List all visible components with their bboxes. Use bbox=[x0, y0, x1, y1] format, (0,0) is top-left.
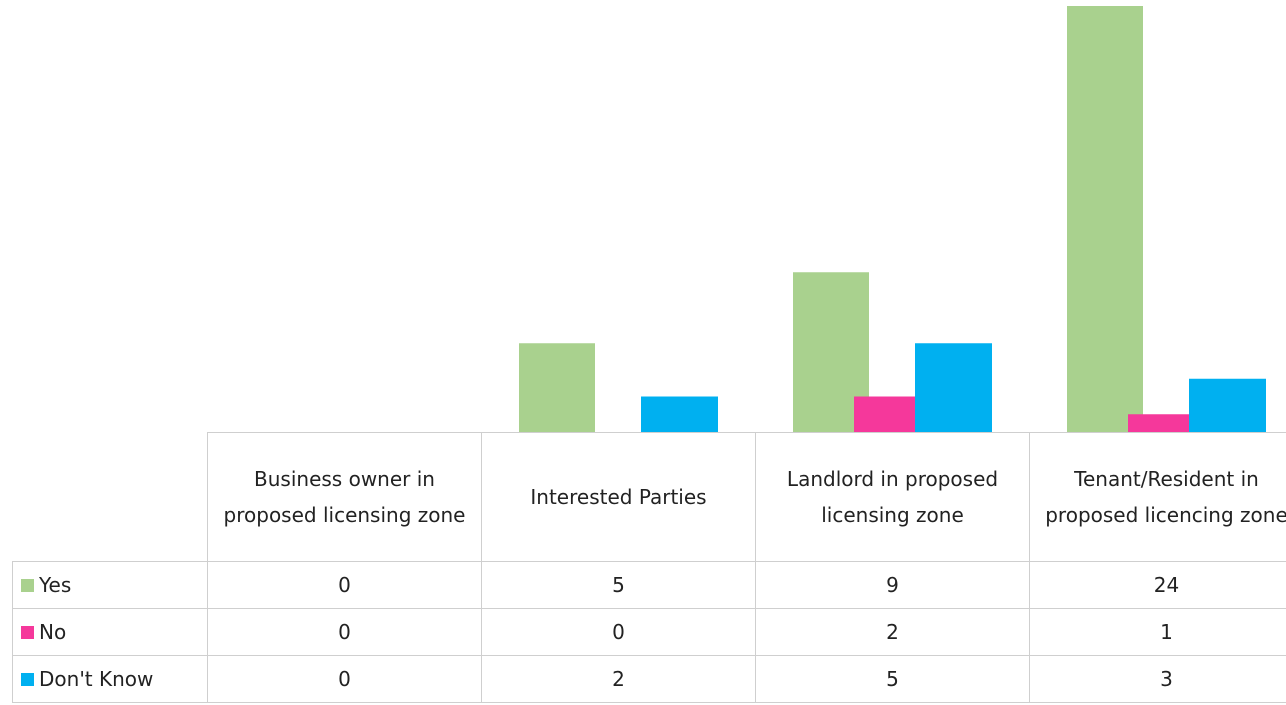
legend-entry: Yes bbox=[12, 561, 208, 609]
table-value: 0 bbox=[207, 655, 482, 703]
bar bbox=[641, 396, 718, 432]
bar bbox=[1067, 6, 1143, 432]
bar bbox=[854, 396, 915, 432]
table-value: 5 bbox=[755, 655, 1030, 703]
legend-label: No bbox=[39, 620, 67, 644]
plot-area bbox=[519, 6, 1266, 432]
table-value: 24 bbox=[1029, 561, 1286, 609]
category-label: Interested Parties bbox=[481, 432, 756, 562]
table-value: 3 bbox=[1029, 655, 1286, 703]
table-value: 2 bbox=[481, 655, 756, 703]
legend-key bbox=[21, 625, 34, 639]
table-value: 5 bbox=[481, 561, 756, 609]
table-value: 2 bbox=[755, 608, 1030, 656]
legend-entry: Don't Know bbox=[12, 655, 208, 703]
category-label: Tenant/Resident in proposed licencing zo… bbox=[1029, 432, 1286, 562]
bar bbox=[1128, 414, 1189, 432]
category-label: Landlord in proposed licensing zone bbox=[755, 432, 1030, 562]
bar bbox=[915, 343, 992, 432]
bar bbox=[519, 343, 595, 432]
table-value: 0 bbox=[207, 561, 482, 609]
legend-label: Don't Know bbox=[39, 667, 154, 691]
bar bbox=[1189, 378, 1266, 432]
category-label: Business owner in proposed licensing zon… bbox=[207, 432, 482, 562]
table-value: 9 bbox=[755, 561, 1030, 609]
legend-key bbox=[21, 578, 34, 592]
table-value: 0 bbox=[481, 608, 756, 656]
legend-entry: No bbox=[12, 608, 208, 656]
table-value: 1 bbox=[1029, 608, 1286, 656]
table-value: 0 bbox=[207, 608, 482, 656]
legend-key bbox=[21, 672, 34, 686]
legend-label: Yes bbox=[39, 573, 72, 597]
